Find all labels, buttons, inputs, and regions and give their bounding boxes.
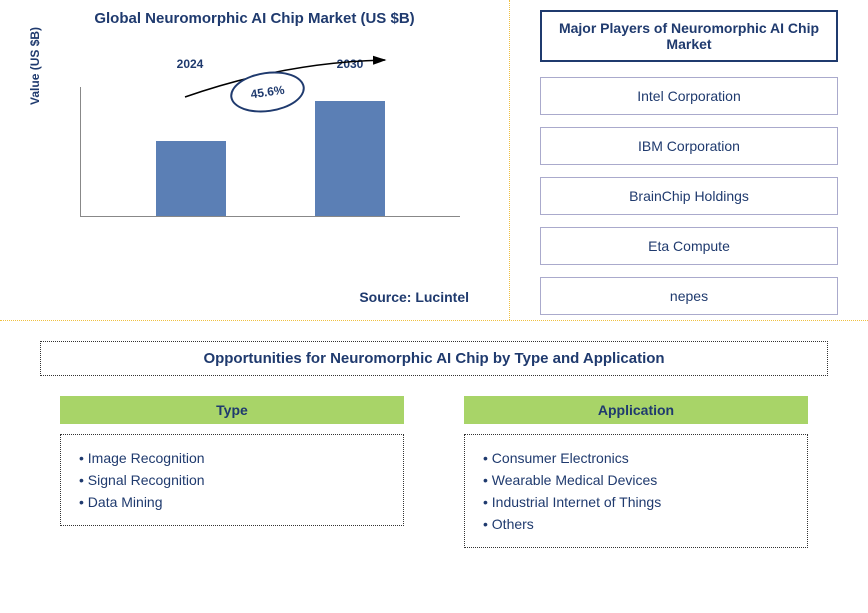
chart-section: Global Neuromorphic AI Chip Market (US $… [0,0,510,320]
x-label-1: 2030 [315,57,385,71]
player-item: Eta Compute [540,227,838,265]
application-header: Application [464,396,808,424]
x-label-0: 2024 [155,57,225,71]
type-column: Type Image Recognition Signal Recognitio… [60,396,404,548]
chart-area: Value (US $B) 45.6% 2024 2030 [80,57,460,217]
application-column: Application Consumer Electronics Wearabl… [464,396,808,548]
player-item: BrainChip Holdings [540,177,838,215]
player-item: nepes [540,277,838,315]
application-items: Consumer Electronics Wearable Medical De… [464,434,808,548]
list-item: Signal Recognition [79,469,385,491]
chart-title: Global Neuromorphic AI Chip Market (US $… [20,10,489,27]
type-header: Type [60,396,404,424]
opportunities-section: Opportunities for Neuromorphic AI Chip b… [0,320,868,613]
bar-2024 [156,141,226,216]
bar-2030 [315,101,385,216]
players-title: Major Players of Neuromorphic AI Chip Ma… [540,10,838,62]
players-section: Major Players of Neuromorphic AI Chip Ma… [510,0,868,320]
list-item: Industrial Internet of Things [483,491,789,513]
list-item: Consumer Electronics [483,447,789,469]
list-item: Data Mining [79,491,385,513]
list-item: Others [483,513,789,535]
bars-container [80,87,460,217]
type-items: Image Recognition Signal Recognition Dat… [60,434,404,526]
player-item: IBM Corporation [540,127,838,165]
player-item: Intel Corporation [540,77,838,115]
y-axis-label: Value (US $B) [28,27,42,105]
list-item: Wearable Medical Devices [483,469,789,491]
opportunities-title: Opportunities for Neuromorphic AI Chip b… [40,341,828,376]
source-label: Source: Lucintel [359,289,469,305]
list-item: Image Recognition [79,447,385,469]
